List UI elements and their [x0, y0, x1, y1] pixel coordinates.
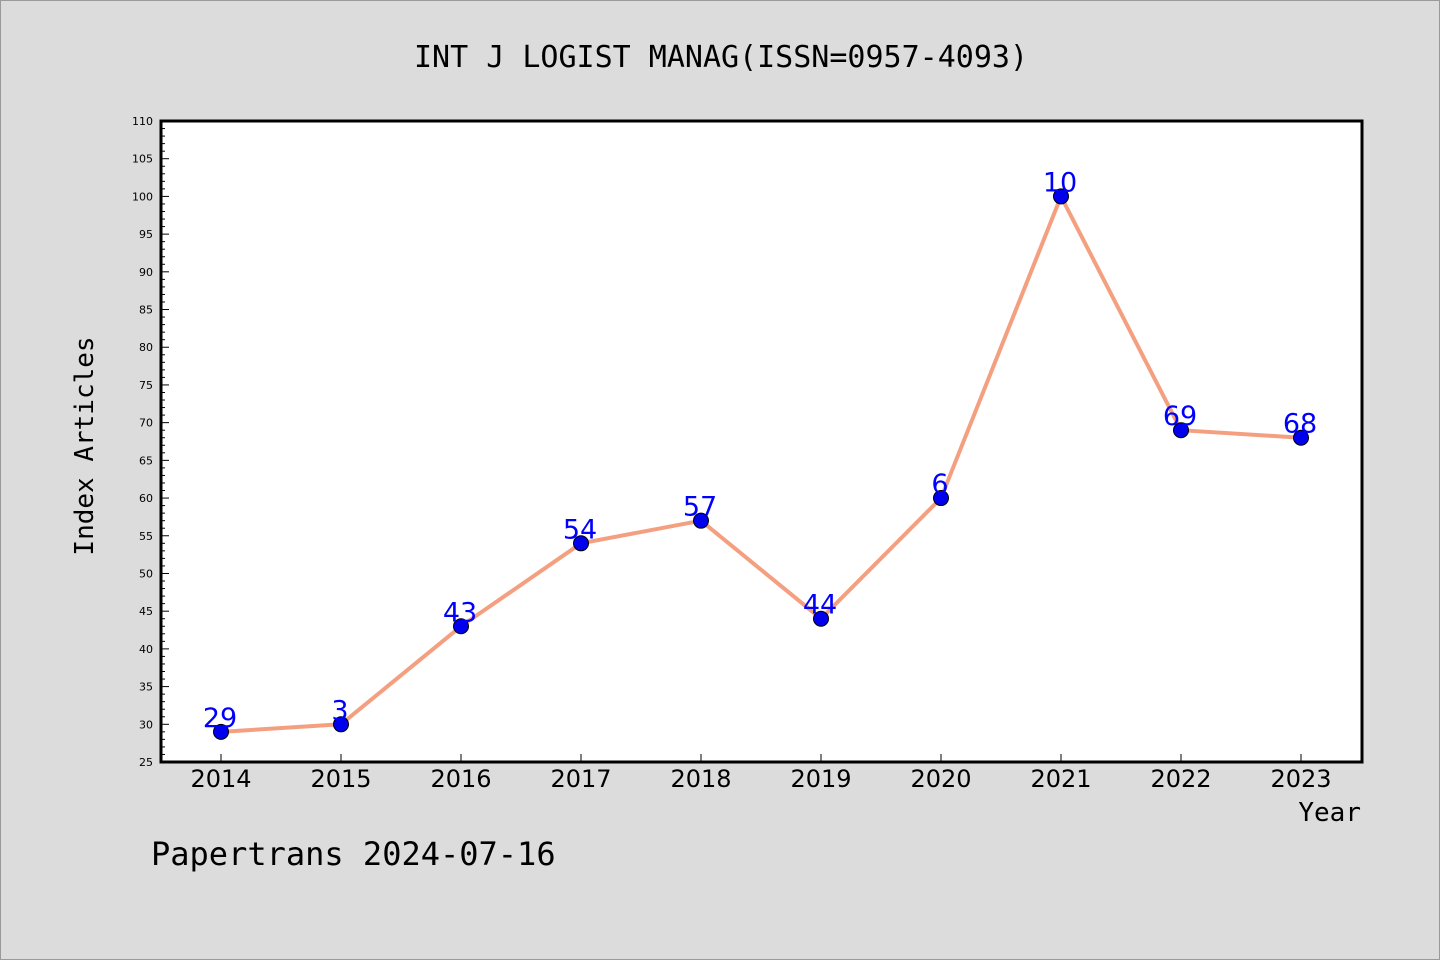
y-tick-label: 100 — [132, 190, 153, 203]
data-label: 57 — [683, 492, 717, 523]
data-label: 3 — [331, 695, 348, 726]
series-line — [220, 194, 1302, 734]
data-label: 10 — [1043, 167, 1077, 198]
data-point — [453, 618, 469, 635]
data-point — [1173, 422, 1189, 439]
x-tick-label: 2014 — [190, 765, 251, 793]
x-tick-label: 2016 — [430, 765, 491, 793]
chart-title: INT J LOGIST MANAG(ISSN=0957-4093) — [414, 40, 1028, 75]
data-point — [573, 535, 589, 552]
y-tick-label: 25 — [139, 756, 153, 769]
y-tick-label: 55 — [139, 530, 153, 543]
data-label: 44 — [803, 590, 837, 621]
data-point — [1293, 429, 1309, 446]
y-tick-label: 85 — [139, 304, 153, 317]
x-tick-label: 2023 — [1270, 765, 1331, 793]
data-point — [813, 610, 829, 627]
y-tick-label: 30 — [139, 718, 153, 731]
y-axis-label: Index Articles — [70, 336, 100, 555]
data-point — [333, 716, 349, 733]
x-tick-label: 2018 — [670, 765, 731, 793]
y-tick-label: 35 — [139, 681, 153, 694]
series-line-group — [220, 194, 1302, 734]
data-label: 69 — [1163, 401, 1197, 432]
y-tick-label: 105 — [132, 153, 153, 166]
data-point — [213, 723, 229, 740]
data-label: 6 — [931, 469, 948, 500]
x-tick-label: 2022 — [1150, 765, 1211, 793]
data-points — [213, 188, 1309, 740]
data-point — [1053, 188, 1069, 205]
data-label: 29 — [203, 703, 237, 734]
plot-area — [159, 119, 1364, 764]
y-tick-label: 80 — [139, 341, 153, 354]
x-tick-label: 2021 — [1030, 765, 1091, 793]
x-axis-ticks: 2014 2015 2016 2017 2018 2019 2020 2021 2022 2023 — [190, 754, 1332, 793]
footer-credit: Papertrans 2024-07-16 — [151, 835, 556, 873]
data-labels: 29 3 43 54 57 44 6 10 69 68 — [203, 167, 1317, 733]
x-tick-label: 2020 — [910, 765, 971, 793]
x-tick-label: 2015 — [310, 765, 371, 793]
y-tick-label: 110 — [132, 115, 153, 128]
y-tick-label: 95 — [139, 228, 153, 241]
y-tick-label: 60 — [139, 492, 153, 505]
y-tick-label: 40 — [139, 643, 153, 656]
data-point — [933, 490, 949, 507]
y-tick-label: 75 — [139, 379, 153, 392]
x-tick-label: 2019 — [790, 765, 851, 793]
data-point — [693, 512, 709, 529]
y-tick-label: 65 — [139, 454, 153, 467]
x-axis-label: Year — [1298, 798, 1361, 828]
y-tick-label: 50 — [139, 567, 153, 580]
data-label: 68 — [1283, 409, 1317, 440]
y-tick-label: 70 — [139, 417, 153, 430]
y-tick-label: 90 — [139, 266, 153, 279]
y-axis-ticks: 25 30 35 40 45 50 55 60 65 70 75 80 85 90 95 100 105 110 — [132, 115, 169, 769]
x-tick-label: 2017 — [550, 765, 611, 793]
data-label: 43 — [443, 597, 477, 628]
y-tick-label: 45 — [139, 605, 153, 618]
data-label: 54 — [563, 514, 597, 545]
